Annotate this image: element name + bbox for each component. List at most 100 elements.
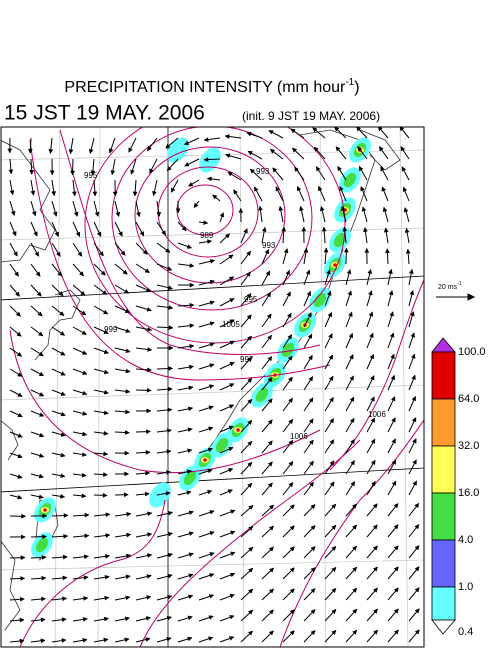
wind-head xyxy=(349,354,354,360)
wind-head xyxy=(352,608,358,614)
wind-head xyxy=(209,552,215,557)
wind-head xyxy=(161,230,166,236)
wind-head xyxy=(104,574,110,580)
wind-head xyxy=(391,438,396,444)
wind-head xyxy=(61,617,67,623)
wind-head xyxy=(412,459,417,465)
wind-head xyxy=(287,355,293,361)
wind-head xyxy=(267,356,273,362)
wind-head xyxy=(60,432,66,437)
wind-head xyxy=(347,290,352,296)
wind-head xyxy=(385,248,390,254)
wind-head xyxy=(165,143,171,149)
wind-head xyxy=(128,147,133,153)
wind-head xyxy=(126,553,132,559)
wind-head xyxy=(209,531,215,536)
wind-head xyxy=(267,334,272,341)
wind-head xyxy=(264,248,270,255)
wind-head xyxy=(146,595,152,600)
colorbar-label: 16.0 xyxy=(458,487,479,499)
wind-head xyxy=(331,503,337,509)
wind-head xyxy=(367,268,373,275)
wind-head xyxy=(57,271,63,277)
wind-head xyxy=(299,205,304,212)
wind-head xyxy=(188,364,195,370)
wind-head xyxy=(207,489,213,495)
wind-head xyxy=(230,530,236,536)
wind-head xyxy=(130,169,135,175)
wind-head xyxy=(370,396,375,402)
rain-moderate xyxy=(215,437,229,453)
wind-head xyxy=(125,368,131,374)
wind-head xyxy=(124,471,130,477)
wind-head xyxy=(189,323,195,329)
wind-head xyxy=(267,377,273,383)
wind-head xyxy=(37,311,43,317)
wind-head xyxy=(340,205,346,212)
wind-head xyxy=(13,251,18,257)
wind-head xyxy=(16,351,23,357)
wind-head xyxy=(156,211,162,217)
wind-head xyxy=(166,615,172,621)
wind-head xyxy=(212,194,218,200)
wind-head xyxy=(370,459,376,466)
wind-head xyxy=(7,148,13,154)
wind-head xyxy=(71,191,77,197)
wind-head xyxy=(61,638,67,643)
wind-head xyxy=(125,574,131,580)
wind-head xyxy=(188,573,194,579)
wind-head xyxy=(207,447,214,453)
wind-head xyxy=(229,615,235,620)
wind-head xyxy=(283,248,289,254)
wind-head xyxy=(329,396,334,403)
wind-head xyxy=(308,354,313,361)
wind-head xyxy=(391,417,396,423)
wind-head xyxy=(219,212,225,218)
wind-head xyxy=(207,239,213,245)
wind-head xyxy=(371,480,376,487)
wind-head xyxy=(209,321,215,326)
wind-head xyxy=(20,576,26,581)
wind-head xyxy=(84,533,90,539)
wind-head xyxy=(52,211,58,217)
wind-head xyxy=(146,429,151,435)
wind-head xyxy=(16,331,22,337)
wind-head xyxy=(19,617,25,623)
wind-head xyxy=(389,332,395,338)
wind-head xyxy=(381,186,387,192)
wind-head xyxy=(125,328,131,333)
rain-moderate xyxy=(35,537,49,553)
wind-head xyxy=(327,311,332,318)
wind-head xyxy=(146,408,152,414)
wind-head xyxy=(329,460,335,466)
wind-head xyxy=(326,269,331,275)
wind-head xyxy=(152,190,157,197)
rain-light xyxy=(149,482,171,508)
wind-head xyxy=(82,390,88,396)
wind-head xyxy=(382,206,388,212)
wind-head xyxy=(17,412,23,418)
wind-head xyxy=(318,185,323,192)
wind-head xyxy=(369,375,375,381)
wind-head xyxy=(390,353,395,360)
colorbar-bottom xyxy=(431,619,456,635)
wind-head xyxy=(81,310,87,316)
wind-head xyxy=(414,545,420,551)
wind-head xyxy=(81,472,87,478)
wind-head xyxy=(246,131,252,137)
reference-label-text: 20 ms xyxy=(438,284,458,291)
wind-head xyxy=(83,554,90,560)
wind-head xyxy=(188,531,194,537)
wind-head xyxy=(393,608,399,614)
reference-label: 20 ms-1 xyxy=(438,281,462,291)
wind-head xyxy=(208,405,214,411)
wind-head xyxy=(60,452,66,458)
isobar-label: 999 xyxy=(104,325,118,334)
wind-head xyxy=(224,233,230,239)
wind-head xyxy=(412,438,417,444)
wind-head xyxy=(360,185,365,192)
wind-head xyxy=(125,388,131,394)
wind-head xyxy=(305,269,311,275)
wind-head xyxy=(405,248,411,254)
wind-head xyxy=(247,461,253,468)
